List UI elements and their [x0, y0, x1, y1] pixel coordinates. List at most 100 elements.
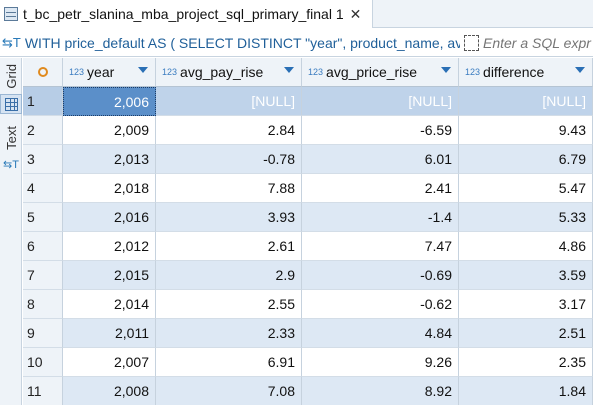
grid-icon: [4, 97, 18, 111]
cell-avg-price-rise[interactable]: -1.4: [302, 203, 459, 232]
cell-difference[interactable]: 6.79: [459, 145, 593, 174]
cell-difference[interactable]: 9.43: [459, 116, 593, 145]
column-header-label: difference: [483, 64, 545, 80]
cell-difference[interactable]: 3.59: [459, 261, 593, 290]
cell-avg-pay-rise[interactable]: 3.93: [156, 203, 302, 232]
cell-avg-price-rise[interactable]: 4.84: [302, 319, 459, 348]
sort-arrow-icon[interactable]: [284, 67, 294, 73]
cell-avg-price-rise[interactable]: -6.59: [302, 116, 459, 145]
cell-year[interactable]: 2,008: [63, 377, 156, 405]
cell-difference[interactable]: 3.17: [459, 290, 593, 319]
text-view-tab[interactable]: Text: [0, 120, 22, 156]
column-header-label: year: [87, 64, 115, 80]
cell-avg-pay-rise[interactable]: 2.61: [156, 232, 302, 261]
row-number[interactable]: 7: [23, 261, 63, 290]
sort-arrow-icon[interactable]: [575, 67, 585, 73]
cell-avg-pay-rise[interactable]: 2.84: [156, 116, 302, 145]
cell-year[interactable]: 2,006: [63, 87, 156, 116]
cell-year[interactable]: 2,015: [63, 261, 156, 290]
cell-year[interactable]: 2,007: [63, 348, 156, 377]
sql-filter-input[interactable]: [483, 34, 593, 51]
row-number[interactable]: 2: [23, 116, 63, 145]
sort-arrow-icon[interactable]: [441, 67, 451, 73]
cell-avg-pay-rise[interactable]: 6.91: [156, 348, 302, 377]
header-corner[interactable]: [23, 58, 63, 87]
results-tab[interactable]: t_bc_petr_slanina_mba_project_sql_primar…: [0, 0, 373, 28]
table-row[interactable]: 2 2,009 2.84 -6.59 9.43: [23, 116, 593, 145]
cell-avg-price-rise[interactable]: -0.69: [302, 261, 459, 290]
editor-tab-bar: t_bc_petr_slanina_mba_project_sql_primar…: [0, 0, 593, 28]
cell-avg-pay-rise[interactable]: 7.08: [156, 377, 302, 405]
grid-view-button[interactable]: [0, 94, 22, 114]
grid-header: 123 year 123 avg_pay_rise 123 avg_price_…: [23, 58, 593, 87]
text-mode-icon[interactable]: ⇆T: [3, 159, 19, 171]
cell-avg-price-rise[interactable]: 6.01: [302, 145, 459, 174]
cell-avg-price-rise[interactable]: -0.62: [302, 290, 459, 319]
cell-year[interactable]: 2,009: [63, 116, 156, 145]
expand-icon[interactable]: [463, 34, 479, 51]
cell-avg-pay-rise[interactable]: -0.78: [156, 145, 302, 174]
table-row[interactable]: 11 2,008 7.08 8.92 1.84: [23, 377, 593, 405]
table-row[interactable]: 5 2,016 3.93 -1.4 5.33: [23, 203, 593, 232]
cell-avg-price-rise[interactable]: 8.92: [302, 377, 459, 405]
table-row[interactable]: 8 2,014 2.55 -0.62 3.17: [23, 290, 593, 319]
row-number[interactable]: 6: [23, 232, 63, 261]
column-header-label: avg_pay_rise: [180, 64, 264, 80]
cell-difference[interactable]: 4.86: [459, 232, 593, 261]
cell-avg-price-rise[interactable]: [NULL]: [302, 87, 459, 116]
row-number[interactable]: 8: [23, 290, 63, 319]
tab-label: t_bc_petr_slanina_mba_project_sql_primar…: [23, 6, 344, 22]
row-number[interactable]: 10: [23, 348, 63, 377]
query-bar: ⇆T WITH price_default AS ( SELECT DISTIN…: [0, 29, 593, 57]
table-row[interactable]: 10 2,007 6.91 9.26 2.35: [23, 348, 593, 377]
cell-avg-price-rise[interactable]: 9.26: [302, 348, 459, 377]
view-switcher-panel: Grid Text ⇆T: [0, 58, 22, 405]
row-number[interactable]: 4: [23, 174, 63, 203]
cell-difference[interactable]: 5.47: [459, 174, 593, 203]
row-number[interactable]: 1: [23, 87, 63, 116]
text-view-label: Text: [3, 126, 19, 150]
cell-difference[interactable]: 2.35: [459, 348, 593, 377]
column-header-year[interactable]: 123 year: [63, 58, 156, 87]
cell-difference[interactable]: 1.84: [459, 377, 593, 405]
cell-year[interactable]: 2,014: [63, 290, 156, 319]
cell-avg-pay-rise[interactable]: 7.88: [156, 174, 302, 203]
row-number[interactable]: 11: [23, 377, 63, 405]
numeric-type-icon: 123: [465, 67, 481, 77]
table-row[interactable]: 4 2,018 7.88 2.41 5.47: [23, 174, 593, 203]
sql-text-icon: ⇆T: [2, 34, 21, 50]
column-header-difference[interactable]: 123 difference: [459, 58, 593, 87]
cell-year[interactable]: 2,013: [63, 145, 156, 174]
cell-avg-price-rise[interactable]: 7.47: [302, 232, 459, 261]
row-number[interactable]: 9: [23, 319, 63, 348]
table-row[interactable]: 6 2,012 2.61 7.47 4.86: [23, 232, 593, 261]
sql-query-text[interactable]: WITH price_default AS ( SELECT DISTINCT …: [24, 34, 460, 51]
cell-avg-pay-rise[interactable]: 2.9: [156, 261, 302, 290]
cell-avg-price-rise[interactable]: 2.41: [302, 174, 459, 203]
numeric-type-icon: 123: [69, 67, 85, 77]
row-number[interactable]: 5: [23, 203, 63, 232]
sort-arrow-icon[interactable]: [138, 67, 148, 73]
column-header-avg-price-rise[interactable]: 123 avg_price_rise: [302, 58, 459, 87]
table-row[interactable]: 3 2,013 -0.78 6.01 6.79: [23, 145, 593, 174]
column-header-label: avg_price_rise: [326, 64, 418, 80]
cell-avg-pay-rise[interactable]: 2.55: [156, 290, 302, 319]
cell-year[interactable]: 2,011: [63, 319, 156, 348]
row-number[interactable]: 3: [23, 145, 63, 174]
table-icon: [4, 7, 18, 21]
cell-year[interactable]: 2,018: [63, 174, 156, 203]
cell-avg-pay-rise[interactable]: [NULL]: [156, 87, 302, 116]
table-row[interactable]: 9 2,011 2.33 4.84 2.51: [23, 319, 593, 348]
cell-difference[interactable]: 2.51: [459, 319, 593, 348]
cell-difference[interactable]: [NULL]: [459, 87, 593, 116]
cell-avg-pay-rise[interactable]: 2.33: [156, 319, 302, 348]
cell-difference[interactable]: 5.33: [459, 203, 593, 232]
cell-year[interactable]: 2,016: [63, 203, 156, 232]
row-selector-icon: [37, 67, 48, 77]
table-row[interactable]: 7 2,015 2.9 -0.69 3.59: [23, 261, 593, 290]
grid-view-tab[interactable]: Grid: [0, 60, 22, 92]
table-row[interactable]: 1 2,006 [NULL] [NULL] [NULL]: [23, 87, 593, 116]
column-header-avg-pay-rise[interactable]: 123 avg_pay_rise: [156, 58, 302, 87]
close-icon[interactable]: ✕: [349, 5, 362, 22]
cell-year[interactable]: 2,012: [63, 232, 156, 261]
